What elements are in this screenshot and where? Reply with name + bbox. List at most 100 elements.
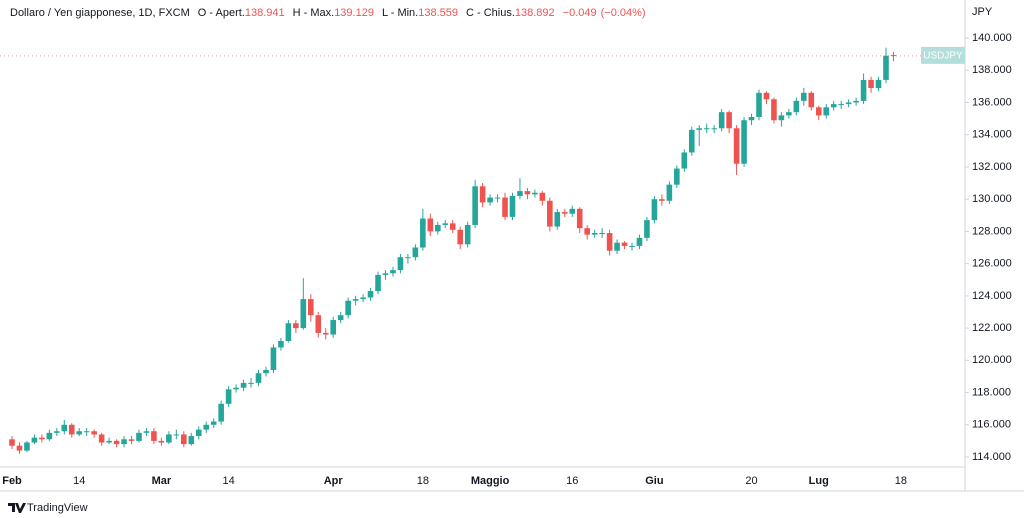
- candle-body: [599, 233, 605, 235]
- x-tick-label: 14: [73, 475, 85, 487]
- candle-body: [494, 197, 501, 199]
- candle-body: [263, 369, 269, 374]
- candle-body: [315, 315, 322, 333]
- x-tick-label: Maggio: [471, 475, 510, 487]
- candle-body: [733, 128, 740, 164]
- candle-body: [659, 199, 665, 201]
- ohlc-key: C - Chius.: [465, 7, 515, 19]
- candle-body: [442, 223, 449, 225]
- x-tick-label: Feb: [2, 475, 22, 487]
- symbol-title: Dollaro / Yen giapponese, 1D, FXCM: [10, 7, 190, 19]
- ohlc-item: L - Min.138.559: [382, 7, 458, 19]
- candle-body: [285, 323, 292, 341]
- candle-body: [763, 92, 770, 100]
- candle-body: [61, 424, 68, 432]
- x-tick-label: 20: [745, 475, 757, 487]
- candle-body: [860, 79, 867, 101]
- candle-body: [823, 107, 830, 116]
- candle-body: [330, 320, 337, 335]
- candle-body: [464, 224, 471, 245]
- candle-body: [166, 434, 172, 443]
- candle-body: [509, 195, 516, 217]
- candle-body: [434, 224, 441, 232]
- candle-body: [502, 197, 508, 217]
- candle-body: [240, 382, 247, 388]
- candle-body: [674, 168, 680, 185]
- candle-body: [188, 436, 195, 445]
- ohlc-key: L - Min.: [381, 7, 419, 19]
- candle-body: [54, 431, 60, 433]
- candle-body: [778, 115, 785, 121]
- candle-body: [741, 120, 747, 164]
- candle-body: [808, 92, 815, 108]
- candle-body: [651, 199, 658, 221]
- candle-body: [16, 445, 23, 451]
- y-tick-label: 140.000: [972, 32, 1012, 44]
- ohlc-item: H - Max.139.129: [293, 7, 374, 19]
- y-tick-label: 132.000: [972, 161, 1012, 173]
- candle-body: [218, 403, 224, 422]
- candle-body: [830, 104, 837, 108]
- candle-body: [293, 323, 299, 329]
- candle-body: [890, 55, 897, 57]
- candle-body: [853, 100, 859, 103]
- candle-body: [31, 437, 38, 443]
- ohlc-item: O - Apert.138.941: [198, 7, 285, 19]
- candle-body: [756, 92, 762, 117]
- candle-body: [345, 300, 351, 316]
- candle-body: [576, 208, 583, 229]
- candle-body: [681, 152, 688, 169]
- candle-body: [420, 218, 426, 248]
- ohlc-key: O - Apert.: [197, 7, 245, 19]
- candle-body: [158, 440, 165, 443]
- candle-body: [76, 431, 83, 435]
- y-tick-label: 130.000: [972, 193, 1012, 205]
- candle-body: [68, 424, 75, 435]
- candle-body: [614, 242, 620, 251]
- change: −0.049: [562, 7, 597, 19]
- candle-body: [875, 79, 882, 88]
- candle-body: [688, 129, 695, 153]
- symbol-label: USDJPY: [923, 51, 963, 62]
- candle-body: [382, 273, 389, 275]
- candle-body: [83, 431, 90, 433]
- candle-body: [569, 208, 576, 214]
- candle-body: [322, 332, 329, 335]
- y-tick-label: 126.000: [972, 258, 1012, 270]
- candle-body: [143, 431, 150, 433]
- candle-body: [367, 291, 374, 298]
- y-tick-label: 138.000: [972, 64, 1012, 76]
- candle-body: [868, 79, 874, 88]
- candle-body: [786, 112, 792, 116]
- candle-body: [151, 431, 157, 441]
- candle-body: [24, 442, 30, 451]
- x-tick-label: Giu: [645, 475, 663, 487]
- candle-body: [427, 218, 434, 232]
- candle-body: [375, 274, 381, 292]
- ohlc-item: C - Chius.138.892: [466, 7, 555, 19]
- candle-body: [337, 315, 344, 321]
- ohlc-value: 138.559: [418, 7, 458, 19]
- y-tick-label: 122.000: [972, 322, 1012, 334]
- candle-body: [748, 116, 755, 121]
- candle-body: [517, 191, 523, 196]
- candle-body: [308, 299, 314, 316]
- candle-body: [195, 429, 202, 437]
- candle-body: [106, 440, 112, 443]
- candle-body: [113, 440, 120, 445]
- x-tick-label: 16: [566, 475, 578, 487]
- candle-body: [278, 340, 284, 348]
- candle-body: [771, 99, 777, 121]
- x-tick-label: 18: [895, 475, 907, 487]
- candle-body: [793, 100, 800, 113]
- candle-body: [845, 102, 852, 105]
- y-tick-label: 124.000: [972, 290, 1012, 302]
- axis-unit: JPY: [972, 6, 993, 18]
- candle-body: [360, 297, 366, 300]
- candle-body: [136, 432, 142, 441]
- y-tick-label: 114.000: [972, 451, 1011, 463]
- candles: [9, 47, 897, 454]
- candle-body: [696, 128, 703, 130]
